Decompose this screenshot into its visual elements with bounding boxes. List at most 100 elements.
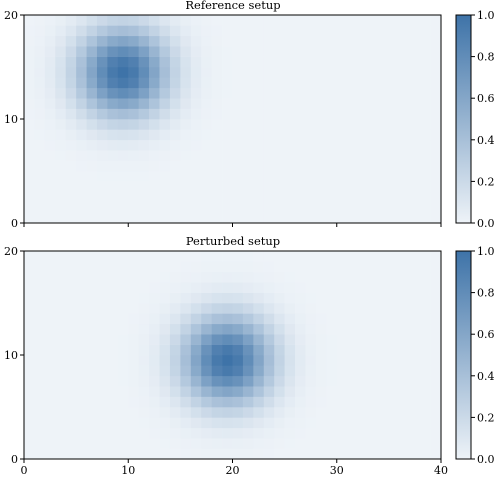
heatmap-cell [190,334,202,345]
heatmap-cell [399,150,411,161]
heatmap-cell [378,87,390,99]
heatmap-cell [430,292,442,304]
heatmap-cell [326,375,338,387]
heatmap-cell [149,344,160,356]
heatmap-cell [368,323,379,335]
heatmap-cell [24,98,35,109]
heatmap-cell [388,396,400,408]
heatmap-cell [263,129,275,141]
heatmap-cell [399,67,411,78]
heatmap-cell [86,139,98,151]
heatmap-cell [357,323,369,335]
heatmap-cell [399,407,411,418]
heatmap-cell [55,181,67,193]
heatmap-cell [34,427,46,439]
heatmap-cell [326,35,338,47]
heatmap-cell [201,323,212,335]
heatmap-cell [180,150,192,161]
heatmap-cell [159,334,171,345]
heatmap-cell [107,261,119,273]
heatmap-cell [211,191,223,203]
heatmap-cell [378,191,390,203]
heatmap-cell [44,160,56,172]
heatmap-cell [44,191,56,203]
heatmap-cell [24,365,35,377]
heatmap-cell [274,365,285,377]
heatmap-cell [368,150,379,161]
heatmap-cell [420,150,431,161]
heatmap-cell [368,313,379,325]
heatmap-cell [430,344,442,356]
heatmap-cell [24,375,35,387]
heatmap-cell [24,77,35,89]
heatmap-cell [107,396,119,408]
heatmap-cell [107,202,119,213]
heatmap-cell [274,375,285,387]
heatmap-cell [107,87,119,99]
heatmap-cell [169,15,181,26]
heatmap-cell [96,67,108,78]
heatmap-cell [315,25,327,37]
heatmap-cell [232,87,244,99]
heatmap-cell [159,407,171,418]
heatmap-cell [117,212,129,224]
heatmap-cell [211,77,223,89]
heatmap-cell [138,25,150,37]
heatmap-cell [388,77,400,89]
heatmap-cell [201,77,212,89]
heatmap-cell [24,282,35,293]
heatmap-cell [44,334,56,345]
heatmap-cell [242,212,254,224]
heatmap-cell [430,56,442,68]
heatmap-cell [222,271,233,283]
heatmap-cell [44,386,56,397]
heatmap-cell [96,334,108,345]
heatmap-cell [326,56,338,68]
heatmap-cell [117,15,129,26]
heatmap-cell [34,181,46,193]
heatmap-cell [44,98,56,109]
heatmap-cell [430,119,442,130]
heatmap-cell [76,386,87,397]
heatmap-cell [295,98,306,109]
heatmap-cell [169,251,181,262]
heatmap-cell [253,35,265,47]
heatmap-cell [76,438,87,449]
heatmap-cell [326,427,338,439]
heatmap-cell [76,313,87,325]
colorbar-tick-label: 1.0 [477,9,495,22]
heatmap-cell [222,108,233,120]
heatmap-cell [86,323,98,335]
heatmap-cell [24,202,35,213]
heatmap-cell [222,77,233,89]
heatmap-cell [305,25,317,37]
heatmap-cell [55,313,67,325]
heatmap-cell [117,67,129,78]
heatmap-cell [295,334,306,345]
heatmap-cell [149,427,160,439]
heatmap-cell [368,344,379,356]
heatmap-cell [253,67,265,78]
heatmap-cell [96,375,108,387]
heatmap-cell [315,212,327,224]
heatmap-cell [34,119,46,130]
heatmap-cell [128,181,139,193]
heatmap-cell [388,417,400,429]
heatmap-cell [222,212,233,224]
heatmap-cell [86,56,98,68]
heatmap-cell [295,396,306,408]
heatmap-cell [201,375,212,387]
heatmap-cell [336,282,348,293]
heatmap-cell [211,181,223,193]
heatmap-cell [107,181,119,193]
heatmap-cell [388,365,400,377]
heatmap-cell [263,98,275,109]
heatmap-cell [107,251,119,262]
heatmap-cell [378,251,390,262]
heatmap-cell [242,129,254,141]
heatmap-cell [211,355,223,366]
heatmap-cell [347,35,358,47]
heatmap-cell [368,251,379,262]
heatmap-cell [305,344,317,356]
